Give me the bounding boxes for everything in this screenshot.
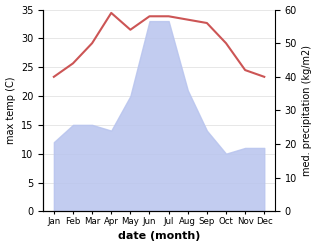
X-axis label: date (month): date (month) — [118, 231, 200, 242]
Y-axis label: med. precipitation (kg/m2): med. precipitation (kg/m2) — [302, 45, 313, 176]
Y-axis label: max temp (C): max temp (C) — [5, 77, 16, 144]
